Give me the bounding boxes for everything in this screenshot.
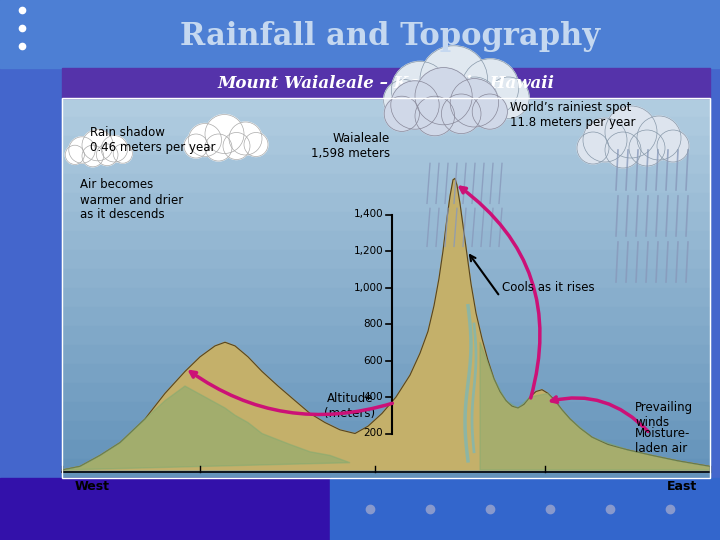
Polygon shape [62,386,350,470]
Bar [62,287,710,307]
Circle shape [441,94,481,133]
Circle shape [450,79,498,127]
Text: Altitude
(meters): Altitude (meters) [325,392,376,420]
Circle shape [229,122,262,155]
Text: Rain shadow
0.46 meters per year: Rain shadow 0.46 meters per year [90,126,215,154]
Bar [62,382,710,402]
Circle shape [487,77,529,119]
Circle shape [384,79,426,121]
Text: East: East [667,480,697,493]
Circle shape [69,137,95,163]
Text: Rainfall and Topography: Rainfall and Topography [180,21,600,51]
Bar [62,268,710,288]
Bar [62,68,710,98]
Text: Prevailing
winds: Prevailing winds [635,401,693,429]
Bar [62,154,710,174]
Bar [62,421,710,440]
Circle shape [605,106,657,158]
Circle shape [629,130,665,166]
Circle shape [184,134,208,158]
Bar [62,307,710,326]
Text: 800: 800 [364,319,383,329]
Bar [62,117,710,136]
Text: Air becomes
warmer and drier
as it descends: Air becomes warmer and drier as it desce… [80,179,184,221]
Circle shape [82,130,113,161]
Circle shape [392,62,449,119]
Bar [0,0,720,68]
Circle shape [384,96,419,131]
Bar [62,192,710,212]
Text: Cools as it rises: Cools as it rises [502,281,595,294]
Text: Mount Waialeale – Kaua’i  in Hawaii: Mount Waialeale – Kaua’i in Hawaii [217,75,554,91]
Text: 400: 400 [364,392,383,402]
Circle shape [462,59,519,116]
Circle shape [577,132,609,164]
Bar [62,440,710,459]
Bar [0,478,330,540]
Circle shape [189,124,222,157]
Bar [62,173,710,193]
Circle shape [451,77,498,124]
Text: 1,000: 1,000 [354,282,383,293]
Circle shape [415,96,454,136]
Bar [62,136,710,155]
Bar [62,98,710,478]
Text: 600: 600 [364,355,383,366]
Circle shape [96,144,118,166]
Text: Waialeale
1,598 meters: Waialeale 1,598 meters [311,132,390,160]
Text: Moisture-
laden air: Moisture- laden air [635,427,690,455]
Text: West: West [74,480,109,493]
Bar [62,326,710,345]
Polygon shape [480,342,710,470]
Bar [62,212,710,231]
Circle shape [102,136,127,162]
Circle shape [583,118,627,162]
Bar [62,345,710,364]
Circle shape [391,81,439,129]
Circle shape [66,145,84,164]
Circle shape [244,132,268,157]
Text: 1,400: 1,400 [354,210,383,219]
Bar [62,231,710,250]
Bar [330,478,720,540]
Text: 1,200: 1,200 [354,246,383,256]
Polygon shape [62,178,710,470]
Circle shape [223,132,250,159]
Circle shape [637,116,681,160]
Circle shape [605,132,641,168]
Text: 200: 200 [364,429,383,438]
Text: World’s rainiest spot
11.8 meters per year: World’s rainiest spot 11.8 meters per ye… [510,101,636,129]
Circle shape [415,68,472,125]
Circle shape [205,114,244,153]
Circle shape [657,130,689,162]
Bar [62,249,710,269]
Bar [62,402,710,421]
Circle shape [205,134,232,161]
Bar [62,363,710,383]
Circle shape [113,144,132,163]
Circle shape [420,46,487,113]
Circle shape [82,145,104,167]
Circle shape [472,94,508,129]
Bar [62,458,710,478]
Circle shape [420,79,467,126]
Bar [62,98,710,117]
